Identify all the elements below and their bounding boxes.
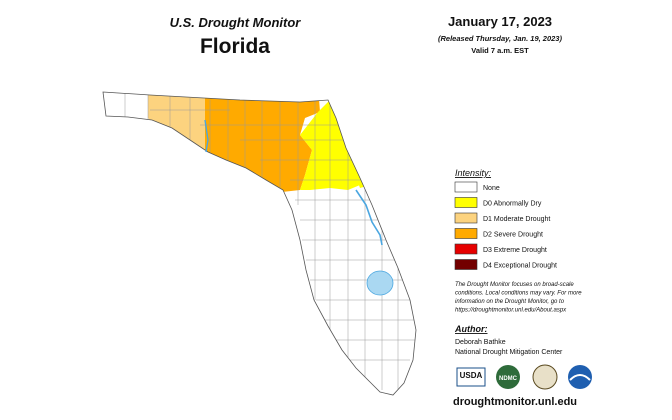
legend-label: None [483, 185, 500, 192]
logo-commerce [532, 364, 558, 390]
legend-swatch [454, 259, 478, 270]
legend-swatch [454, 181, 478, 193]
author-name: Deborah Bathke [455, 339, 506, 346]
legend-swatch [454, 243, 478, 255]
logos: USDA NDMC [456, 364, 592, 390]
legend: None D0 Abnormally Dry D1 Moderate Drought… [454, 181, 557, 270]
legend-label: D3 Extreme Drought [483, 247, 547, 254]
legend-swatch [454, 212, 478, 224]
legend-label: D2 Severe Drought [483, 232, 543, 239]
river [355, 189, 383, 246]
title: U.S. Drought Monitor [170, 15, 302, 30]
legend-title: Intensity: [455, 168, 492, 178]
river [204, 119, 209, 153]
state-map [102, 91, 417, 396]
logo-noaa-mark [569, 374, 591, 381]
state-outline [102, 91, 417, 396]
note-line: The Drought Monitor focuses on broad-sca… [455, 282, 574, 288]
author-title: Author: [454, 324, 488, 334]
legend-swatch [454, 197, 478, 208]
map-date: January 17, 2023 [448, 14, 552, 29]
legend-swatch [454, 228, 478, 239]
region-d1 [148, 92, 215, 160]
note-line: conditions. Local conditions may vary. F… [455, 291, 582, 297]
note: The Drought Monitor focuses on broad-sca… [455, 282, 582, 314]
state-name: Florida [200, 35, 270, 58]
county-lines [124, 92, 415, 395]
legend-label: D4 Exceptional Drought [483, 263, 557, 270]
note-line: information on the Drought Monitor, go t… [455, 299, 565, 305]
author-organization: National Drought Mitigation Center [455, 349, 563, 356]
lake-okeechobee [366, 270, 394, 296]
legend-label: D0 Abnormally Dry [483, 201, 542, 208]
note-line: https://droughtmonitor.unl.edu/About.asp… [455, 308, 567, 314]
logo-usda-text: USDA [460, 371, 483, 380]
logo-noaa [568, 365, 592, 389]
release-date: (Released Thursday, Jan. 19, 2023) [438, 34, 562, 43]
footer-url: droughtmonitor.unl.edu [453, 396, 577, 408]
logo-ndmc [496, 365, 520, 389]
logo-usda [456, 367, 486, 387]
legend-label: D1 Moderate Drought [483, 216, 550, 223]
logo-ndmc-text: NDMC [499, 376, 518, 382]
valid-time: Valid 7 a.m. EST [471, 46, 529, 55]
